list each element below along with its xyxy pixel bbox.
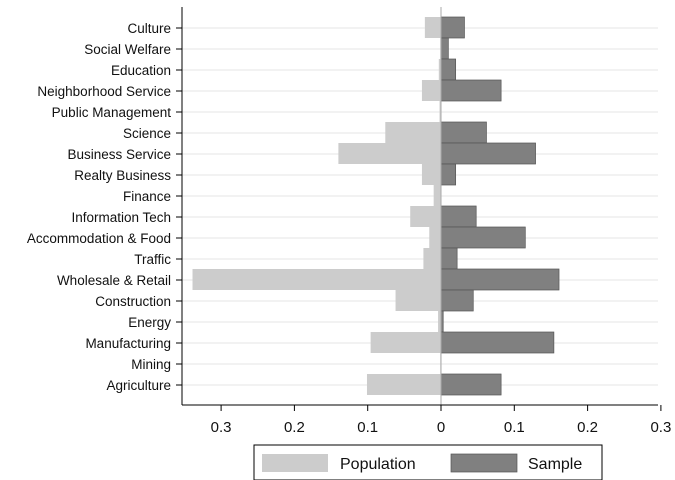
bar-population: [192, 269, 441, 290]
category-label: Neighborhood Service: [37, 84, 171, 99]
category-label: Agriculture: [106, 378, 171, 393]
bar-sample: [440, 205, 477, 228]
bar-sample: [440, 37, 449, 60]
category-label: Wholesale & Retail: [57, 273, 171, 288]
legend-label-sample: Sample: [528, 456, 582, 473]
bar-sample: [440, 79, 502, 102]
bar-population: [421, 80, 441, 101]
bar-population: [421, 164, 441, 185]
category-label: Manufacturing: [85, 336, 171, 351]
category-label: Mining: [131, 357, 171, 372]
category-label: Science: [123, 126, 171, 141]
category-label: Traffic: [134, 252, 171, 267]
category-label: Energy: [128, 315, 171, 330]
category-label: Culture: [127, 21, 171, 36]
axes: [181, 7, 658, 406]
category-labels: Culture Social Welfare Education Neighborho…: [27, 21, 182, 393]
category-label: Social Welfare: [84, 42, 171, 57]
bar-population: [410, 206, 441, 227]
category-label: Education: [111, 63, 171, 78]
legend-swatch-population: [262, 454, 328, 472]
bar-sample: [440, 373, 502, 396]
legend: Population Sample: [253, 444, 603, 480]
category-label: Construction: [95, 294, 171, 309]
x-tick-label: 0.2: [577, 419, 598, 436]
bar-population: [423, 248, 441, 269]
x-ticks: 0.3 0.2 0.1 0 0.1 0.2 0.3: [211, 405, 671, 436]
bar-population: [395, 290, 441, 311]
bar-sample: [440, 289, 474, 312]
bars: [192, 7, 560, 405]
bar-sample: [440, 163, 457, 186]
bar-population: [370, 332, 441, 353]
bar-population: [433, 185, 441, 206]
bar-sample: [440, 58, 457, 81]
bar-sample: [440, 142, 536, 165]
bar-population: [385, 122, 441, 143]
x-tick-label: 0.3: [211, 419, 232, 436]
bar-population: [439, 101, 441, 122]
category-label: Business Service: [67, 147, 171, 162]
bar-sample: [440, 121, 487, 144]
bar-sample: [440, 268, 560, 291]
bar-population: [338, 143, 441, 164]
category-label: Accommodation & Food: [27, 231, 171, 246]
category-label: Public Management: [52, 105, 172, 120]
x-tick-label: 0.3: [650, 419, 671, 436]
bar-population: [438, 59, 441, 80]
x-tick-label: 0.2: [284, 419, 305, 436]
bar-population: [424, 17, 441, 38]
bar-sample: [440, 331, 555, 354]
bar-population: [429, 227, 441, 248]
bar-sample: [440, 16, 465, 39]
bar-population: [366, 374, 441, 395]
legend-label-population: Population: [340, 456, 416, 473]
legend-swatch-sample: [450, 453, 518, 473]
x-tick-label: 0: [437, 419, 445, 436]
category-label: Realty Business: [74, 168, 171, 183]
bar-sample: [440, 247, 458, 270]
bar-population: [438, 311, 441, 332]
x-tick-label: 0.1: [357, 419, 378, 436]
category-label: Information Tech: [71, 210, 171, 225]
bar-sample: [440, 226, 526, 249]
x-tick-label: 0.1: [504, 419, 525, 436]
category-label: Finance: [123, 189, 171, 204]
